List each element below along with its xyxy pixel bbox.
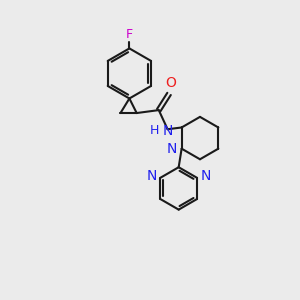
Text: N: N xyxy=(166,142,177,156)
Text: O: O xyxy=(165,76,176,90)
Text: F: F xyxy=(126,28,133,41)
Text: N: N xyxy=(162,124,173,138)
Text: N: N xyxy=(146,169,157,183)
Text: N: N xyxy=(201,169,211,183)
Text: H: H xyxy=(150,124,159,137)
